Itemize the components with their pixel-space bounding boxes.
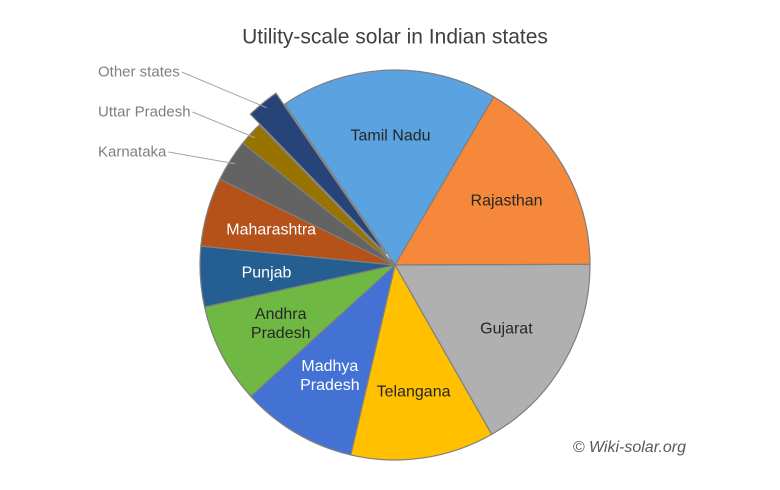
leader-line (181, 71, 267, 109)
slice-label: Punjab (241, 264, 292, 282)
pie-slice (203, 263, 398, 398)
pie-slice (350, 263, 493, 461)
slice-label: Andhra Pradesh (250, 306, 311, 343)
slice-label: Rajasthan (470, 192, 543, 210)
outside-label: Karnataka (98, 143, 167, 161)
pie-slice (249, 263, 397, 456)
chart-title: Utility-scale solar in Indian states (242, 26, 548, 49)
outside-label: Uttar Pradesh (98, 103, 191, 121)
pie-slice (393, 95, 591, 266)
pie-slice (249, 92, 387, 255)
leader-line (168, 151, 236, 165)
slice-label: Gujarat (480, 320, 533, 338)
slice-label: Telangana (376, 383, 451, 401)
pie-slice (283, 69, 495, 267)
slice-label: Maharashtra (226, 221, 317, 239)
pie-slice (241, 124, 396, 266)
slice-label: Tamil Nadu (350, 127, 431, 145)
outside-label: Other states (98, 63, 180, 81)
leader-line (192, 111, 256, 139)
annotation: © Wiki-solar.org (573, 439, 686, 456)
slice-label: Madhya Pradesh (300, 358, 360, 394)
pie-slice (393, 263, 591, 436)
